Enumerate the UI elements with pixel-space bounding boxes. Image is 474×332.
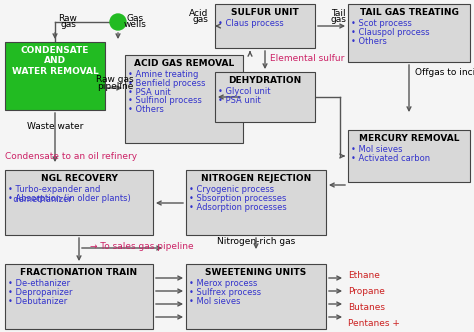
Bar [215, 72, 315, 122]
Bar [125, 55, 243, 143]
Text: • Others: • Others [128, 105, 164, 114]
Text: Gas: Gas [127, 14, 144, 23]
Text: SULFUR UNIT: SULFUR UNIT [231, 8, 299, 17]
Text: Offgas to incinerator: Offgas to incinerator [415, 68, 474, 77]
Text: • Turbo-expander and
  demethanizer: • Turbo-expander and demethanizer [8, 185, 100, 205]
Text: gas: gas [192, 15, 208, 24]
Text: • Claus process: • Claus process [218, 19, 284, 28]
Text: • Glycol unit: • Glycol unit [218, 87, 271, 96]
Text: gas: gas [60, 20, 76, 29]
Text: Waste water: Waste water [27, 122, 83, 131]
Text: gas: gas [330, 15, 346, 24]
Text: → To sales gas pipeline: → To sales gas pipeline [90, 242, 193, 251]
Bar [5, 170, 153, 235]
Text: MERCURY REMOVAL: MERCURY REMOVAL [359, 134, 459, 143]
Text: DEHYDRATION: DEHYDRATION [228, 76, 301, 85]
Text: Ethane: Ethane [348, 271, 380, 280]
Text: • Sbsorption processes: • Sbsorption processes [189, 194, 286, 203]
Text: Elemental sulfur: Elemental sulfur [270, 54, 345, 63]
Circle shape [110, 14, 126, 30]
Text: ACID GAS REMOVAL: ACID GAS REMOVAL [134, 59, 234, 68]
Text: • Absorption (in older plants): • Absorption (in older plants) [8, 194, 131, 203]
Text: Propane: Propane [348, 287, 385, 295]
Text: • Benfield process: • Benfield process [128, 79, 206, 88]
Text: • Cryogenic process: • Cryogenic process [189, 185, 274, 194]
Bar [186, 264, 326, 329]
Text: Acid: Acid [189, 9, 208, 18]
Text: wells: wells [124, 20, 146, 29]
Text: • Debutanizer: • Debutanizer [8, 297, 67, 306]
Text: FRACTIONATION TRAIN: FRACTIONATION TRAIN [20, 268, 137, 277]
Text: NGL RECOVERY: NGL RECOVERY [41, 174, 118, 183]
Text: • Sulfinol process: • Sulfinol process [128, 96, 202, 106]
Text: Nitrogen-rich gas: Nitrogen-rich gas [217, 237, 295, 246]
Text: • De-ethanizer: • De-ethanizer [8, 279, 70, 288]
Text: TAIL GAS TREATING: TAIL GAS TREATING [360, 8, 458, 17]
Text: pipeline: pipeline [97, 82, 133, 91]
Bar [5, 42, 105, 110]
Text: • Adsorption processes: • Adsorption processes [189, 203, 287, 212]
Text: Butanes: Butanes [348, 302, 385, 311]
Bar [348, 130, 470, 182]
Text: • Mol sieves: • Mol sieves [351, 145, 402, 154]
Bar [348, 4, 470, 62]
Text: • Clauspol process: • Clauspol process [351, 28, 429, 37]
Text: Raw gas: Raw gas [96, 75, 134, 84]
Text: SWEETENING UNITS: SWEETENING UNITS [205, 268, 307, 277]
Text: • Amine treating: • Amine treating [128, 70, 199, 79]
Text: • PSA unit: • PSA unit [218, 96, 261, 105]
Text: • Depropanizer: • Depropanizer [8, 288, 73, 297]
Text: • Sulfrex process: • Sulfrex process [189, 288, 261, 297]
Text: • Mol sieves: • Mol sieves [189, 297, 240, 306]
Text: • Others: • Others [351, 37, 387, 45]
Text: • Activated carbon: • Activated carbon [351, 154, 430, 163]
Text: • Merox process: • Merox process [189, 279, 257, 288]
Text: Pentanes +: Pentanes + [348, 318, 400, 327]
Text: Raw: Raw [59, 14, 77, 23]
Bar [215, 4, 315, 48]
Text: • Scot process: • Scot process [351, 19, 412, 28]
Text: NITROGEN REJECTION: NITROGEN REJECTION [201, 174, 311, 183]
Text: CONDENSATE
AND
WATER REMOVAL: CONDENSATE AND WATER REMOVAL [12, 46, 99, 76]
Bar [5, 264, 153, 329]
Bar [186, 170, 326, 235]
Text: Condensate to an oil refinery: Condensate to an oil refinery [5, 152, 137, 161]
Text: Tail: Tail [331, 9, 346, 18]
Text: • PSA unit: • PSA unit [128, 88, 171, 97]
